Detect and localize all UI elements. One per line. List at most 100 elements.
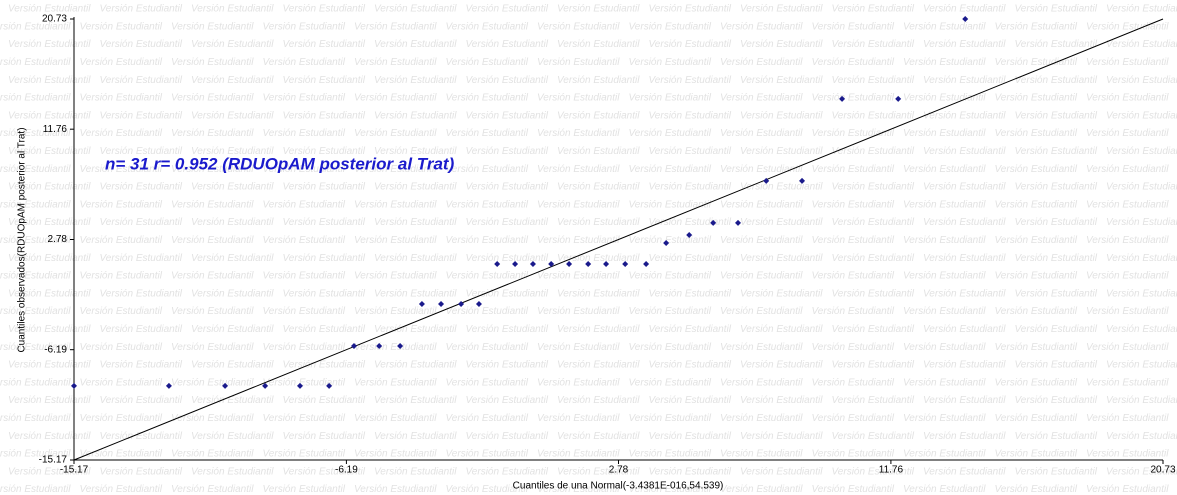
watermark: Versión Estudiantil bbox=[1015, 395, 1098, 406]
point bbox=[839, 95, 846, 102]
watermark: Versión Estudiantil bbox=[191, 288, 274, 299]
watermark: Versión Estudiantil bbox=[832, 110, 915, 121]
watermark: Versión Estudiantil bbox=[537, 93, 620, 104]
watermark: Versión Estudiantil bbox=[812, 235, 895, 246]
watermark: Versión Estudiantil bbox=[191, 217, 274, 228]
watermark: Versión Estudiantil bbox=[466, 431, 549, 442]
watermark: Versión Estudiantil bbox=[8, 288, 91, 299]
watermark: Versión Estudiantil bbox=[283, 288, 366, 299]
watermark: Versión Estudiantil bbox=[720, 449, 803, 460]
watermark: Versión Estudiantil bbox=[923, 360, 1006, 371]
watermark: Versión Estudiantil bbox=[100, 253, 183, 264]
watermark: Versión Estudiantil bbox=[537, 128, 620, 139]
watermark: Versión Estudiantil bbox=[812, 21, 895, 32]
watermark: Versión Estudiantil bbox=[100, 466, 183, 477]
watermark: Versión Estudiantil bbox=[191, 39, 274, 50]
watermark: Versión Estudiantil bbox=[8, 182, 91, 193]
watermark: Versión Estudiantil bbox=[354, 484, 437, 495]
watermark: Versión Estudiantil bbox=[812, 484, 895, 495]
watermark: Versión Estudiantil bbox=[557, 39, 640, 50]
watermark: Versión Estudiantil bbox=[466, 466, 549, 477]
watermark: Versión Estudiantil bbox=[1106, 253, 1177, 264]
watermark: Versión Estudiantil bbox=[354, 306, 437, 317]
watermark: Versión Estudiantil bbox=[832, 75, 915, 86]
watermark: Versión Estudiantil bbox=[8, 39, 91, 50]
watermark: Versión Estudiantil bbox=[1106, 110, 1177, 121]
watermark: Versión Estudiantil bbox=[995, 449, 1078, 460]
watermark: Versión Estudiantil bbox=[537, 377, 620, 388]
watermark: Versión Estudiantil bbox=[0, 377, 71, 388]
watermark: Versión Estudiantil bbox=[720, 377, 803, 388]
watermark: Versión Estudiantil bbox=[923, 324, 1006, 335]
point bbox=[71, 382, 77, 389]
watermark: Versión Estudiantil bbox=[354, 413, 437, 424]
watermark: Versión Estudiantil bbox=[80, 164, 163, 175]
x-tick-label: -15.17 bbox=[60, 465, 89, 476]
watermark: Versión Estudiantil bbox=[191, 253, 274, 264]
watermark: Versión Estudiantil bbox=[832, 146, 915, 157]
point bbox=[418, 300, 425, 307]
watermark: Versión Estudiantil bbox=[832, 466, 915, 477]
watermark: Versión Estudiantil bbox=[100, 110, 183, 121]
watermark: Versión Estudiantil bbox=[720, 484, 803, 495]
watermark: Versión Estudiantil bbox=[1086, 377, 1169, 388]
watermark: Versión Estudiantil bbox=[832, 217, 915, 228]
watermark: Versión Estudiantil bbox=[80, 413, 163, 424]
point bbox=[494, 260, 501, 267]
watermark: Versión Estudiantil bbox=[557, 146, 640, 157]
watermark: Versión Estudiantil bbox=[354, 128, 437, 139]
watermark: Versión Estudiantil bbox=[191, 110, 274, 121]
watermark: Versión Estudiantil bbox=[1086, 93, 1169, 104]
watermark: Versión Estudiantil bbox=[923, 146, 1006, 157]
watermark: Versión Estudiantil bbox=[1086, 164, 1169, 175]
watermark: Versión Estudiantil bbox=[263, 128, 346, 139]
watermark: Versión Estudiantil bbox=[354, 199, 437, 210]
watermark: Versión Estudiantil bbox=[0, 413, 71, 424]
watermark: Versión Estudiantil bbox=[80, 57, 163, 68]
watermark: Versión Estudiantil bbox=[1015, 4, 1098, 15]
watermark: Versión Estudiantil bbox=[649, 217, 732, 228]
watermark: Versión Estudiantil bbox=[80, 306, 163, 317]
point bbox=[262, 382, 269, 389]
watermark: Versión Estudiantil bbox=[374, 253, 457, 264]
watermark: Versión Estudiantil bbox=[0, 271, 71, 282]
watermark: Versión Estudiantil bbox=[466, 253, 549, 264]
watermark: Versión Estudiantil bbox=[263, 449, 346, 460]
watermark: Versión Estudiantil bbox=[80, 93, 163, 104]
point bbox=[529, 260, 536, 267]
watermark: Versión Estudiantil bbox=[923, 466, 1006, 477]
watermark: Versión Estudiantil bbox=[191, 360, 274, 371]
watermark: Versión Estudiantil bbox=[537, 164, 620, 175]
watermark: Versión Estudiantil bbox=[1015, 324, 1098, 335]
watermark: Versión Estudiantil bbox=[263, 235, 346, 246]
watermark: Versión Estudiantil bbox=[740, 4, 823, 15]
watermark: Versión Estudiantil bbox=[283, 466, 366, 477]
watermark: Versión Estudiantil bbox=[537, 21, 620, 32]
watermark: Versión Estudiantil bbox=[374, 39, 457, 50]
watermark: Versión Estudiantil bbox=[263, 377, 346, 388]
watermark: Versión Estudiantil bbox=[557, 217, 640, 228]
watermark: Versión Estudiantil bbox=[720, 413, 803, 424]
watermark: Versión Estudiantil bbox=[8, 395, 91, 406]
watermark: Versión Estudiantil bbox=[80, 484, 163, 495]
watermark: Versión Estudiantil bbox=[466, 110, 549, 121]
watermark: Versión Estudiantil bbox=[8, 324, 91, 335]
watermark: Versión Estudiantil bbox=[923, 39, 1006, 50]
watermark: Versión Estudiantil bbox=[740, 217, 823, 228]
watermark: Versión Estudiantil bbox=[720, 21, 803, 32]
watermark: Versión Estudiantil bbox=[191, 324, 274, 335]
watermark: Versión Estudiantil bbox=[537, 449, 620, 460]
watermark: Versión Estudiantil bbox=[1106, 324, 1177, 335]
watermark: Versión Estudiantil bbox=[903, 199, 986, 210]
watermark: Versión Estudiantil bbox=[0, 93, 71, 104]
watermark: Versión Estudiantil bbox=[557, 431, 640, 442]
watermark: Versión Estudiantil bbox=[995, 235, 1078, 246]
watermark: Versión Estudiantil bbox=[923, 395, 1006, 406]
watermark: Versión Estudiantil bbox=[995, 271, 1078, 282]
watermark: Versión Estudiantil bbox=[832, 288, 915, 299]
point bbox=[643, 260, 650, 267]
watermark: Versión Estudiantil bbox=[263, 21, 346, 32]
watermark: Versión Estudiantil bbox=[557, 395, 640, 406]
watermark: Versión Estudiantil bbox=[557, 324, 640, 335]
watermark: Versión Estudiantil bbox=[832, 360, 915, 371]
